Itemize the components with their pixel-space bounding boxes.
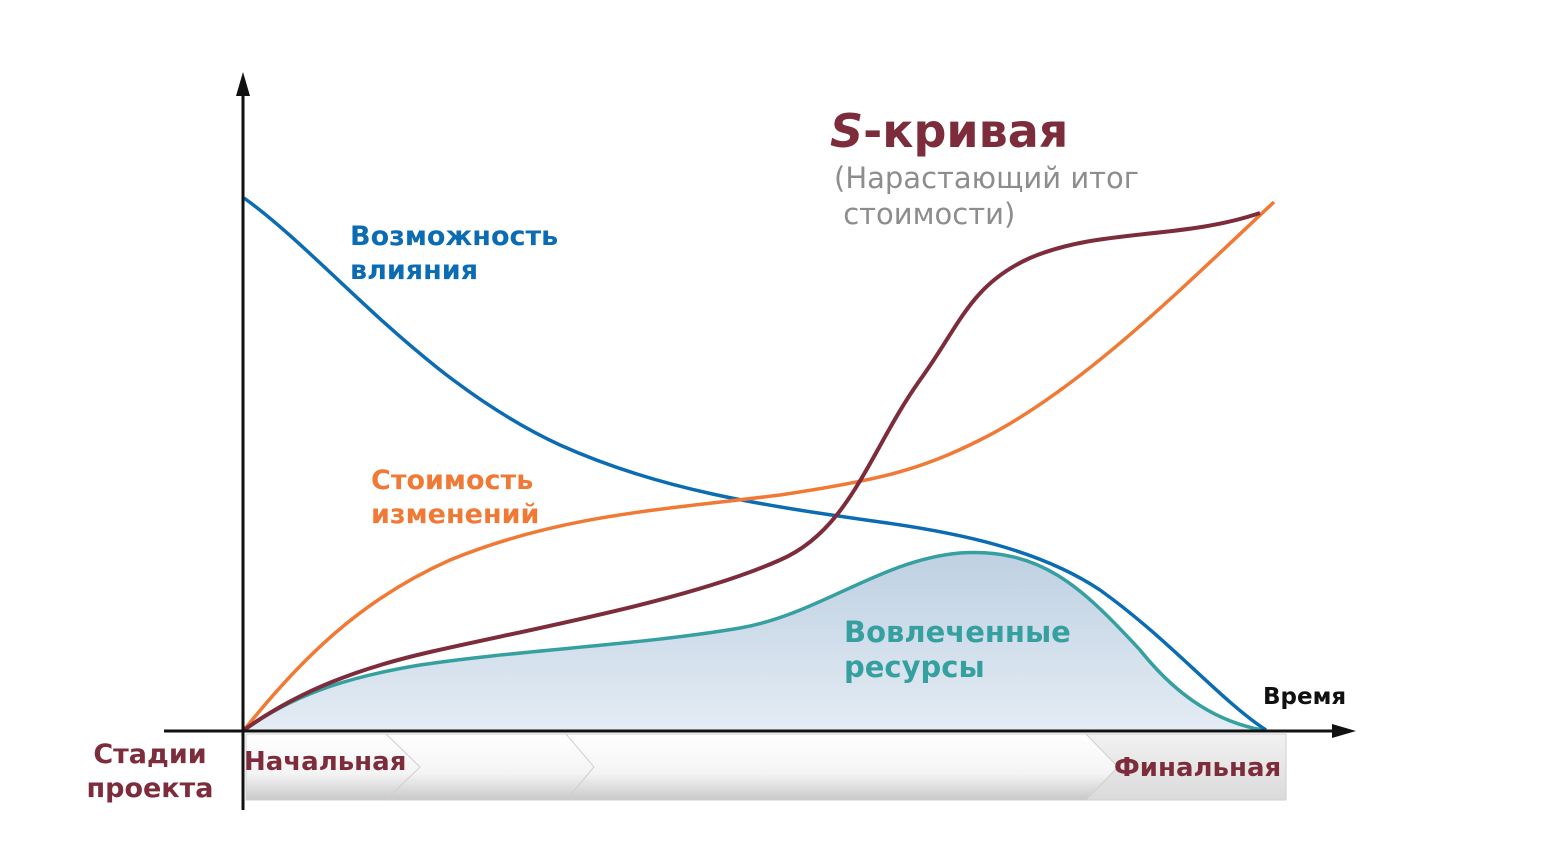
influence-label-line2: влияния <box>350 255 479 286</box>
stages-label-line1: Стадии <box>93 739 207 770</box>
title-rest: -кривая <box>863 104 1069 158</box>
y-axis-arrowhead <box>236 72 250 96</box>
influence-curve <box>242 196 1267 732</box>
stage-start-label: Начальная <box>244 747 407 777</box>
stage-arrow-4 <box>1084 733 1287 801</box>
resources-curve <box>242 550 1263 732</box>
stages-band <box>245 733 1287 801</box>
change-cost-label-line1: Стоимость <box>371 465 534 496</box>
change-cost-curve <box>242 200 1276 732</box>
stages-label-line2: проекта <box>86 773 214 804</box>
x-axis-arrowhead <box>1332 724 1356 738</box>
title-s: S <box>830 104 864 158</box>
influence-label-line1: Возможность <box>350 221 559 252</box>
x-axis-label: Время <box>1263 684 1347 710</box>
stage-arrow-3 <box>564 733 1123 801</box>
resources-label-line2: ресурсы <box>844 650 985 684</box>
stages-label: Стадии проекта <box>70 738 230 806</box>
chart-subtitle: (Нарастающий итог стоимости) <box>834 161 1140 231</box>
change-cost-label-line2: изменений <box>371 499 540 530</box>
s-curve <box>242 211 1261 732</box>
stage-end-label: Финальная <box>1114 753 1282 783</box>
resources-label-line1: Вовлеченные <box>844 615 1071 649</box>
resources-area <box>244 552 1262 730</box>
chart-title: S-кривая <box>830 104 1068 158</box>
